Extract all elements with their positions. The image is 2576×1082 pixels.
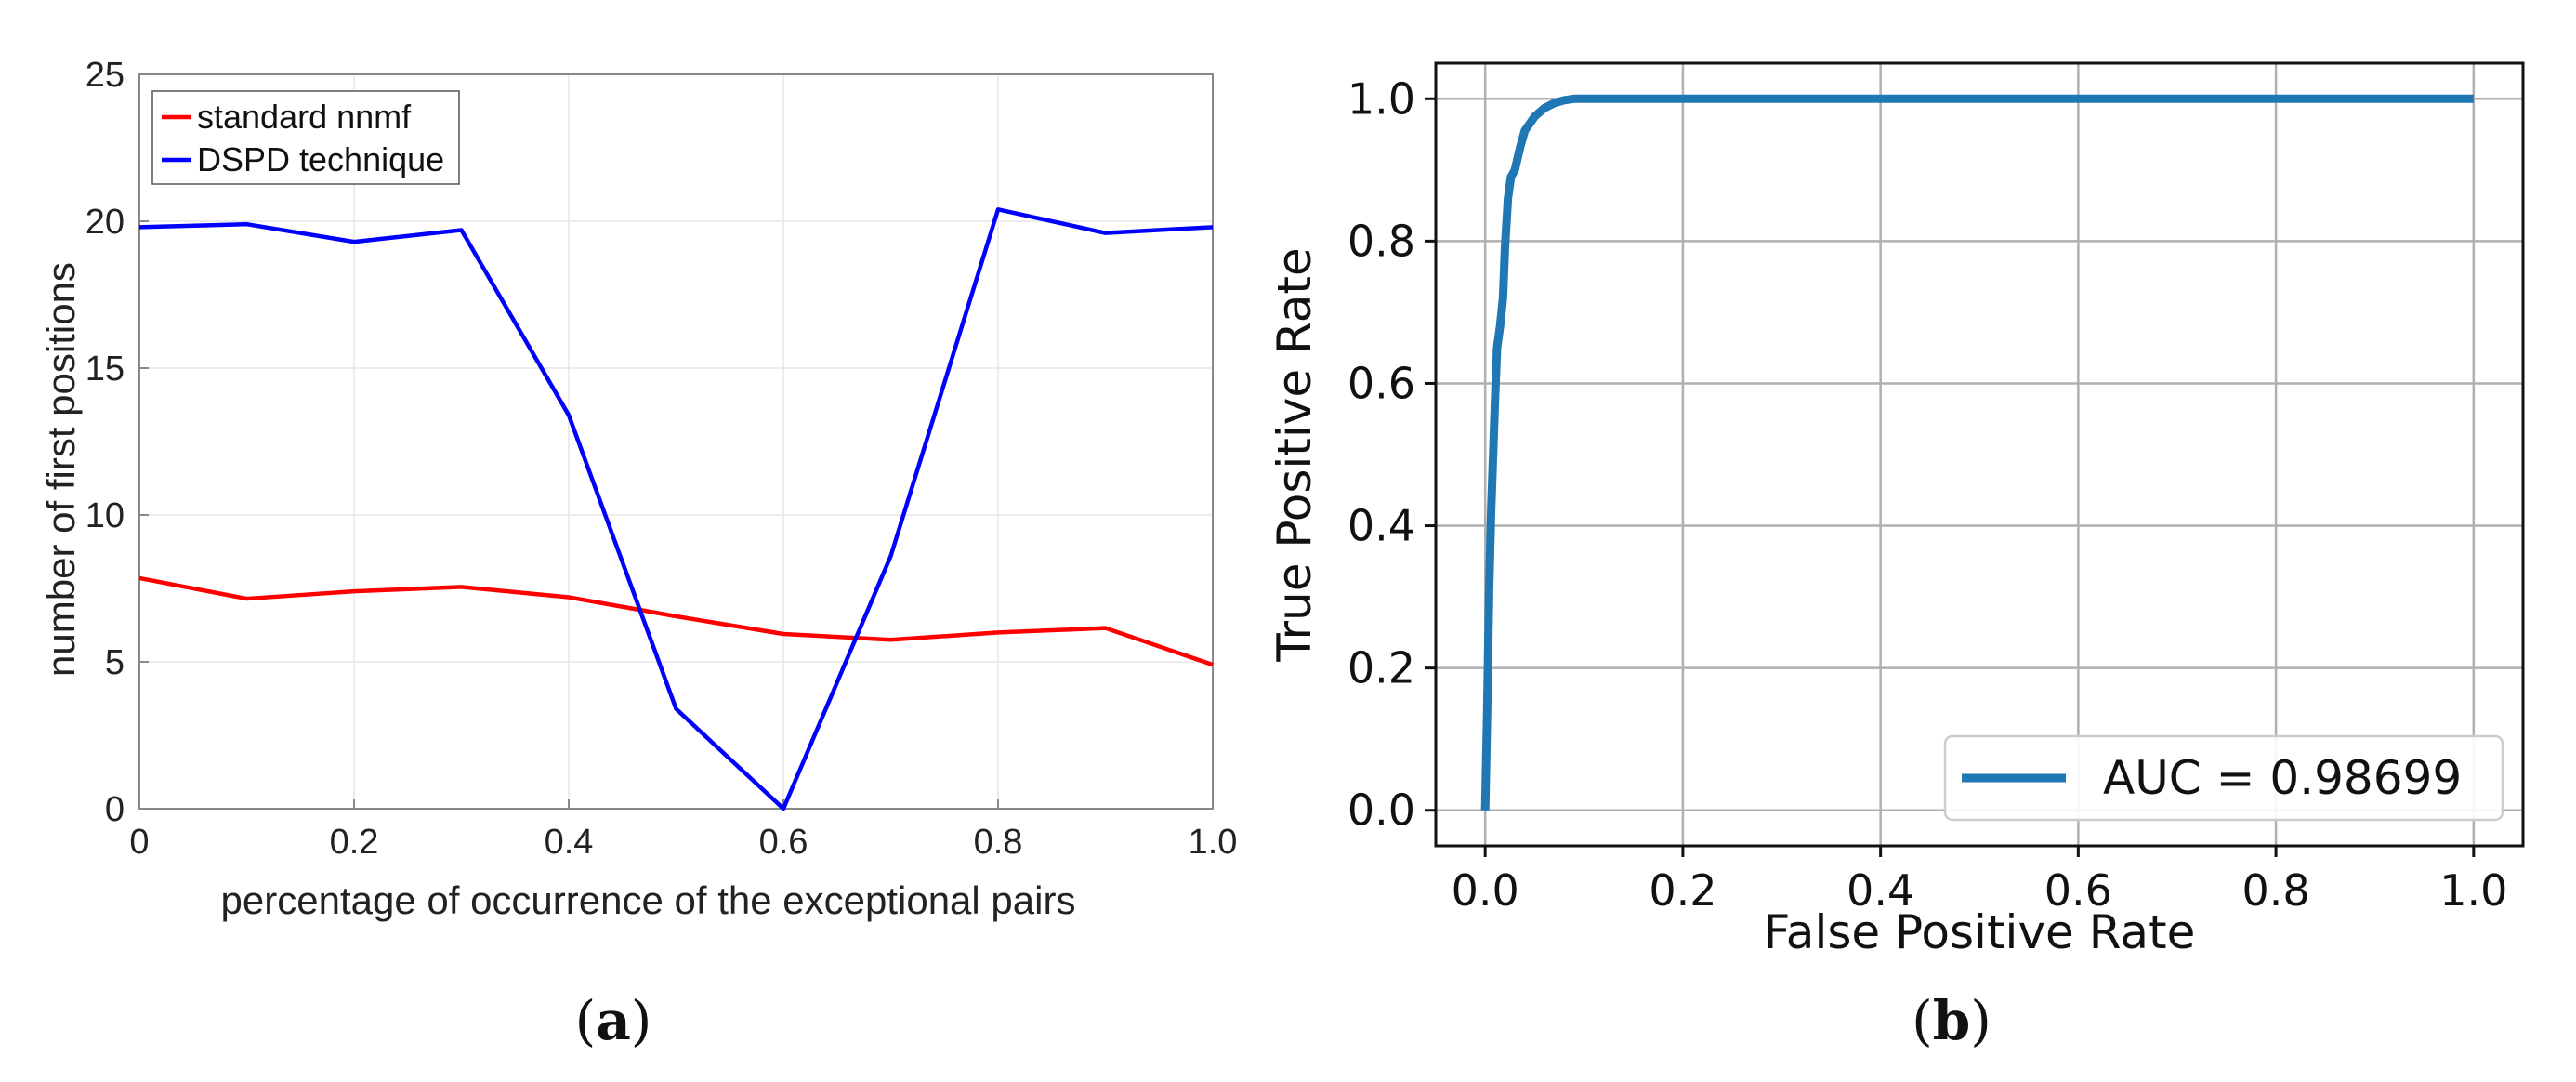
a-caption-letter: a (596, 989, 631, 1052)
b-x-tick-label: 0.8 (2242, 865, 2310, 916)
b-ticks: 0.0 0.2 0.4 0.6 0.8 1.0 0.0 0.2 0.4 0.6 0.8 1.0 (1347, 73, 2508, 916)
b-grid (1436, 63, 2523, 846)
b-x-tick-label: 0.4 (1847, 865, 1914, 916)
a-plot-frame (138, 73, 1214, 810)
b-series-lines (1480, 94, 2474, 811)
b-caption-letter: b (1933, 989, 1971, 1052)
b-roc-curve-0 (1480, 94, 2474, 811)
a-legend-label: DSPD technique (197, 140, 444, 178)
b-legend-label: AUC = 0.98699 (2103, 751, 2462, 805)
b-y-axis-label: True Positive Rate (1268, 247, 1321, 662)
a-series-lines (138, 207, 1214, 812)
panel-a: 0 0.2 0.4 0.6 0.8 1.0 0 5 10 15 20 25 standard nnmf… (39, 56, 1237, 1052)
a-y-tick-label: 0 (105, 790, 125, 829)
b-y-tick-label: 0.4 (1347, 501, 1415, 551)
b-y-tick-label: 0.6 (1347, 358, 1415, 408)
b-legend: AUC = 0.98699 (1943, 734, 2504, 822)
a-y-axis-label: number of first positions (39, 262, 83, 677)
b-x-axis-label: False Positive Rate (1764, 905, 2196, 959)
b-x-tick-label: 0.0 (1452, 865, 1519, 916)
a-x-tick-label: 0.6 (759, 823, 808, 862)
a-x-tick-label: 1.0 (1189, 823, 1238, 862)
a-series-line-1 (138, 207, 1214, 812)
a-x-tick-label: 0.8 (974, 823, 1023, 862)
b-y-tick-label: 0.0 (1347, 785, 1415, 836)
a-y-tick-label: 25 (85, 56, 125, 95)
panel-b: 0.0 0.2 0.4 0.6 0.8 1.0 0.0 0.2 0.4 0.6 0.8 1.0 AUC… (1268, 61, 2525, 1052)
b-y-tick-label: 1.0 (1347, 73, 1415, 124)
a-legend-box (151, 90, 460, 185)
a-caption: (a) (575, 989, 652, 1052)
a-y-tick-label: 15 (85, 350, 125, 389)
b-y-tick-label: 0.8 (1347, 216, 1415, 266)
a-legend-label: standard nnmf (197, 98, 412, 136)
a-legend: standard nnmf DSPD technique (151, 90, 460, 185)
a-y-tick-label: 10 (85, 496, 125, 535)
a-x-tick-label: 0 (129, 823, 149, 862)
b-plot-frame (1434, 61, 2525, 848)
b-x-tick-label: 0.2 (1649, 865, 1716, 916)
a-x-tick-label: 0.2 (330, 823, 379, 862)
b-x-tick-label: 1.0 (2439, 865, 2507, 916)
a-x-tick-label: 0.4 (545, 823, 594, 862)
a-series-line-0 (138, 575, 1214, 667)
b-y-tick-label: 0.2 (1347, 643, 1415, 693)
b-legend-box (1943, 734, 2504, 822)
a-y-tick-label: 20 (85, 203, 125, 242)
a-x-axis-label: percentage of occurrence of the exceptio… (221, 878, 1076, 922)
a-y-tick-label: 5 (105, 643, 125, 682)
b-x-tick-label: 0.6 (2044, 865, 2112, 916)
a-ticks: 0 0.2 0.4 0.6 0.8 1.0 0 5 10 15 20 25 (85, 56, 1238, 862)
b-caption: (b) (1912, 989, 1991, 1052)
